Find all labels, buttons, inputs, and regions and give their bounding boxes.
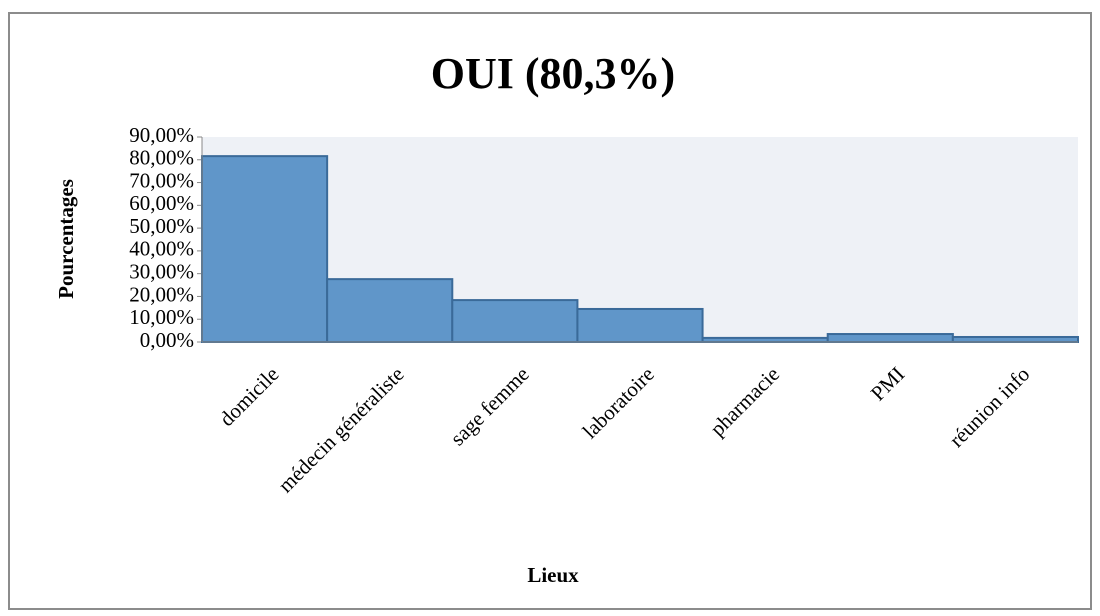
x-axis-label: Lieux bbox=[527, 563, 579, 587]
y-tick-label: 50,00% bbox=[129, 214, 194, 238]
y-tick-label: 80,00% bbox=[129, 146, 194, 170]
y-tick-label: 70,00% bbox=[129, 168, 194, 192]
y-tick-label: 10,00% bbox=[129, 305, 194, 329]
bar bbox=[201, 155, 329, 343]
y-tick-label: 90,00% bbox=[129, 123, 194, 147]
bar bbox=[951, 335, 1079, 344]
bar bbox=[576, 307, 704, 344]
y-tick-label: 40,00% bbox=[129, 237, 194, 261]
y-tick-label: 30,00% bbox=[129, 259, 194, 283]
bar bbox=[701, 336, 829, 343]
y-tick-label: 60,00% bbox=[129, 191, 194, 215]
chart-title: OUI (80,3%) bbox=[431, 49, 675, 98]
bar bbox=[451, 299, 579, 344]
y-tick-label: 0,00% bbox=[140, 328, 194, 352]
bar bbox=[326, 278, 454, 343]
bar bbox=[826, 333, 954, 343]
y-axis-label: Pourcentages bbox=[54, 179, 78, 299]
y-tick-label: 20,00% bbox=[129, 282, 194, 306]
